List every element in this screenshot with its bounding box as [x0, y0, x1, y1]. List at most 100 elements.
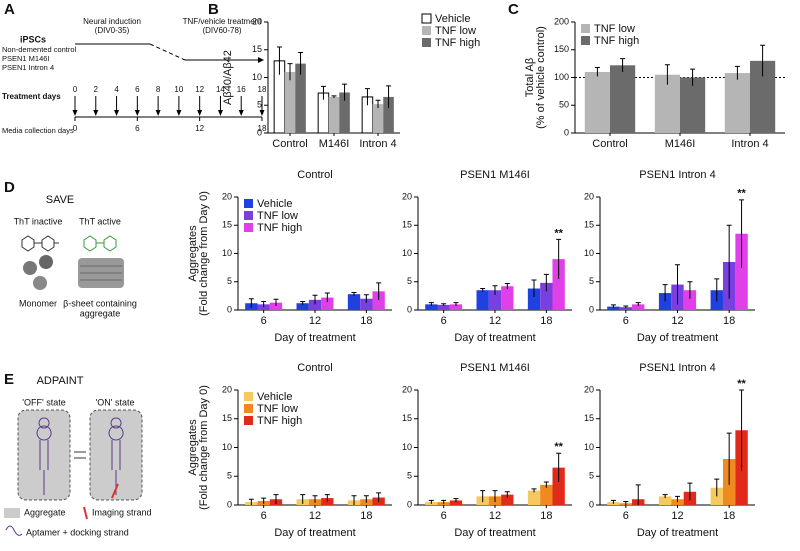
- bar: [552, 259, 565, 310]
- panel-label: B: [208, 1, 219, 18]
- y-tick-label: 15: [584, 220, 594, 230]
- error-bar: [687, 281, 693, 299]
- error-bar: [714, 278, 720, 302]
- treatment-day: 18: [258, 85, 267, 94]
- y-tick-label: 10: [252, 72, 262, 82]
- error-bar: [331, 95, 337, 99]
- x-tick-label: 6: [623, 315, 629, 327]
- error-bar: [273, 494, 279, 504]
- bar: [321, 297, 334, 310]
- error-bar: [620, 58, 626, 72]
- error-bar: [287, 63, 293, 81]
- error-bar: [324, 292, 330, 303]
- tht-molecule: [83, 235, 117, 252]
- x-tick-label: Control: [592, 138, 627, 150]
- y-tick-label: 20: [252, 16, 262, 26]
- y-tick-label: 5: [589, 276, 594, 286]
- bar: [372, 104, 384, 133]
- y-tick-label: 0: [227, 304, 232, 314]
- y-tick-label: 20: [402, 191, 412, 201]
- cells-title: iPSCs: [20, 34, 46, 44]
- error-bar: [428, 499, 434, 504]
- y-tick-label: 0: [589, 499, 594, 509]
- error-bar: [364, 88, 370, 106]
- legend-label: TNF high: [594, 35, 639, 47]
- arrowhead: [238, 110, 244, 116]
- legend-label: Vehicle: [257, 391, 292, 403]
- bar: [476, 290, 489, 310]
- error-bar: [453, 302, 459, 307]
- y-axis-title: (Fold change from Day 0): [198, 385, 210, 510]
- error-bar: [714, 478, 720, 497]
- error-bar: [386, 85, 392, 109]
- tht-molecule: [21, 235, 59, 252]
- y-tick-label: 10: [402, 442, 412, 452]
- legend-swatch: [244, 211, 253, 220]
- error-bar: [687, 482, 693, 501]
- y-tick-label: 150: [554, 44, 569, 54]
- adpaint-title: ADPAINT: [37, 375, 84, 387]
- legend-swatch: [244, 404, 253, 413]
- bar: [527, 490, 541, 505]
- error-bar: [623, 305, 629, 309]
- arrowhead: [155, 110, 161, 116]
- treatment-days-label: Treatment days: [2, 92, 61, 101]
- y-axis-title: Aggregates: [187, 419, 199, 476]
- chart-title: PSEN1 Intron 4: [639, 362, 715, 374]
- cell-line: PSEN1 M146I: [2, 54, 50, 63]
- legend-swatch: [422, 26, 431, 35]
- adpaint-off: 'OFF' state: [22, 397, 65, 407]
- x-tick-label: 6: [623, 510, 629, 522]
- legend-label: TNF low: [257, 403, 298, 415]
- error-bar: [734, 65, 740, 80]
- arrowhead: [72, 110, 78, 116]
- error-bar: [662, 284, 668, 302]
- y-tick-label: 20: [584, 191, 594, 201]
- bar: [527, 288, 541, 310]
- treatment-label: (DIV60-78): [202, 26, 241, 35]
- error-bar: [739, 389, 745, 471]
- error-bar: [690, 68, 696, 86]
- significance: **: [554, 441, 563, 453]
- save-aggregate: aggregate: [80, 308, 121, 318]
- save-inactive: ThT inactive: [14, 216, 63, 226]
- bar: [540, 484, 553, 505]
- y-tick-label: 5: [257, 100, 262, 110]
- adpaint-on: 'ON' state: [96, 397, 135, 407]
- y-tick-label: 10: [222, 248, 232, 258]
- x-tick-label: 6: [441, 315, 447, 327]
- error-bar: [504, 491, 510, 498]
- cell-line: Non-demented control: [2, 45, 77, 54]
- significance: **: [737, 378, 746, 390]
- error-bar: [248, 298, 254, 308]
- x-tick-label: 6: [261, 510, 267, 522]
- x-tick-label: 18: [540, 315, 552, 327]
- error-bar: [320, 85, 326, 100]
- bar: [632, 304, 645, 310]
- y-axis-title: Aggregates: [187, 225, 199, 282]
- error-bar: [312, 495, 318, 503]
- chart-title: Control: [297, 362, 332, 374]
- legend-label: TNF high: [435, 37, 480, 49]
- error-bar: [635, 484, 641, 505]
- panel-label: A: [4, 1, 15, 18]
- y-tick-label: 15: [402, 220, 412, 230]
- legend-swatch: [421, 13, 432, 24]
- y-tick-label: 0: [257, 127, 262, 137]
- legend-label: TNF low: [435, 25, 476, 37]
- bar: [308, 299, 322, 310]
- save-monomer: Monomer: [19, 298, 57, 308]
- x-axis-title: Day of treatment: [454, 332, 535, 344]
- treatment-day: 8: [156, 85, 161, 94]
- legend-swatch: [422, 38, 431, 47]
- y-tick-label: 10: [402, 248, 412, 258]
- bar: [552, 467, 565, 505]
- error-bar: [492, 285, 498, 295]
- panel-label: E: [4, 371, 14, 388]
- significance: **: [737, 188, 746, 200]
- y-tick-label: 5: [407, 276, 412, 286]
- bar: [683, 290, 697, 310]
- induction-label: Neural induction: [83, 17, 141, 26]
- y-tick-label: 10: [584, 248, 594, 258]
